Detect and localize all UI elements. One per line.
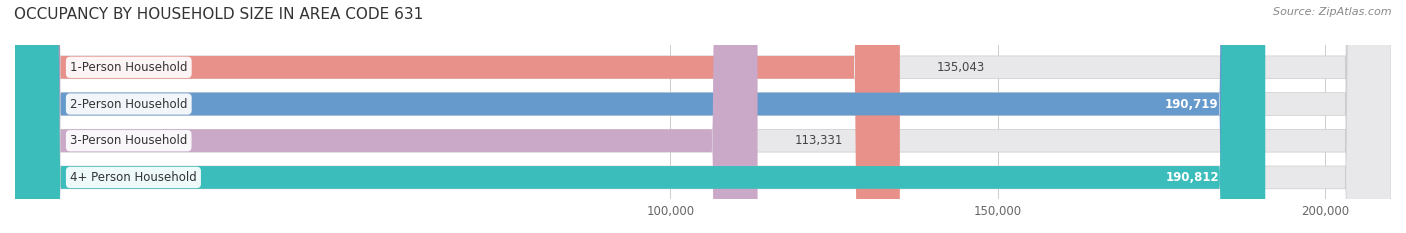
Text: Source: ZipAtlas.com: Source: ZipAtlas.com bbox=[1274, 7, 1392, 17]
Text: 2-Person Household: 2-Person Household bbox=[70, 98, 187, 110]
Text: 1-Person Household: 1-Person Household bbox=[70, 61, 187, 74]
FancyBboxPatch shape bbox=[15, 0, 1391, 233]
FancyBboxPatch shape bbox=[15, 0, 1265, 233]
Text: OCCUPANCY BY HOUSEHOLD SIZE IN AREA CODE 631: OCCUPANCY BY HOUSEHOLD SIZE IN AREA CODE… bbox=[14, 7, 423, 22]
Text: 190,719: 190,719 bbox=[1166, 98, 1219, 110]
Text: 4+ Person Household: 4+ Person Household bbox=[70, 171, 197, 184]
FancyBboxPatch shape bbox=[15, 0, 1391, 233]
FancyBboxPatch shape bbox=[15, 0, 900, 233]
Text: 135,043: 135,043 bbox=[936, 61, 984, 74]
Text: 113,331: 113,331 bbox=[794, 134, 842, 147]
FancyBboxPatch shape bbox=[15, 0, 1264, 233]
Text: 190,812: 190,812 bbox=[1166, 171, 1219, 184]
FancyBboxPatch shape bbox=[15, 0, 1391, 233]
Text: 3-Person Household: 3-Person Household bbox=[70, 134, 187, 147]
FancyBboxPatch shape bbox=[15, 0, 758, 233]
FancyBboxPatch shape bbox=[15, 0, 1391, 233]
